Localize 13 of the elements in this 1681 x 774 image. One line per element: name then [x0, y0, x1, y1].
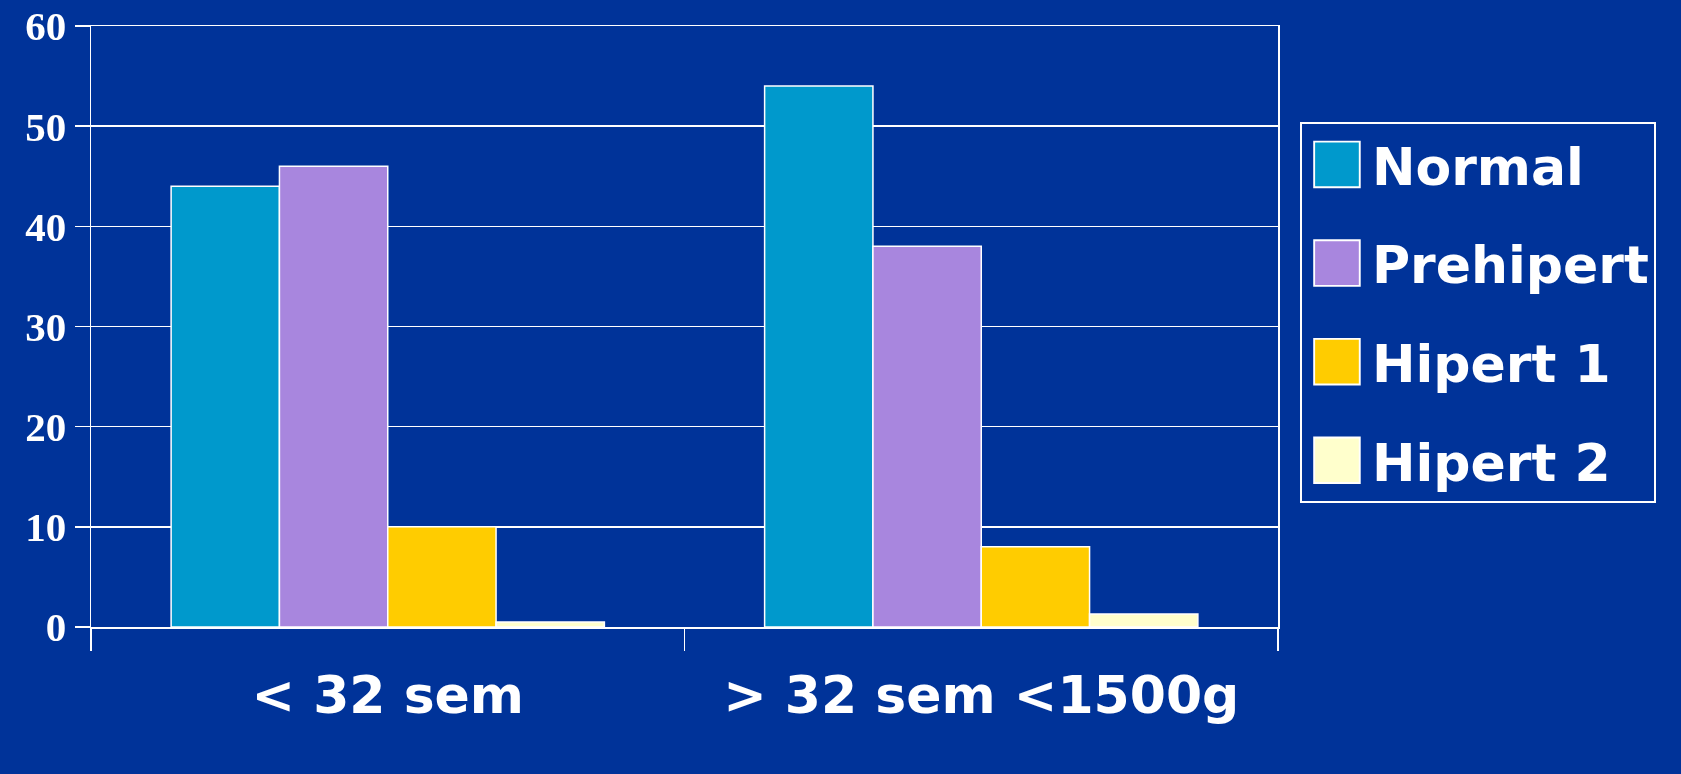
x-tick-label: < 32 sem: [251, 664, 525, 725]
x-tick-label: > 32 sem <1500g: [723, 664, 1240, 725]
legend-label: Normal: [1371, 136, 1584, 197]
legend-label: Hipert 2: [1371, 432, 1611, 493]
y-tick-label: 40: [25, 203, 67, 250]
legend-label: Hipert 1: [1371, 333, 1611, 394]
y-tick-label: 20: [25, 404, 67, 451]
y-tick-label: 30: [25, 303, 67, 350]
y-tick-label: 50: [25, 103, 67, 150]
legend-label: Prehipert: [1371, 235, 1649, 296]
y-tick-label: 60: [25, 3, 67, 50]
y-tick-label: 0: [45, 604, 67, 651]
y-tick-label: 10: [25, 504, 67, 551]
